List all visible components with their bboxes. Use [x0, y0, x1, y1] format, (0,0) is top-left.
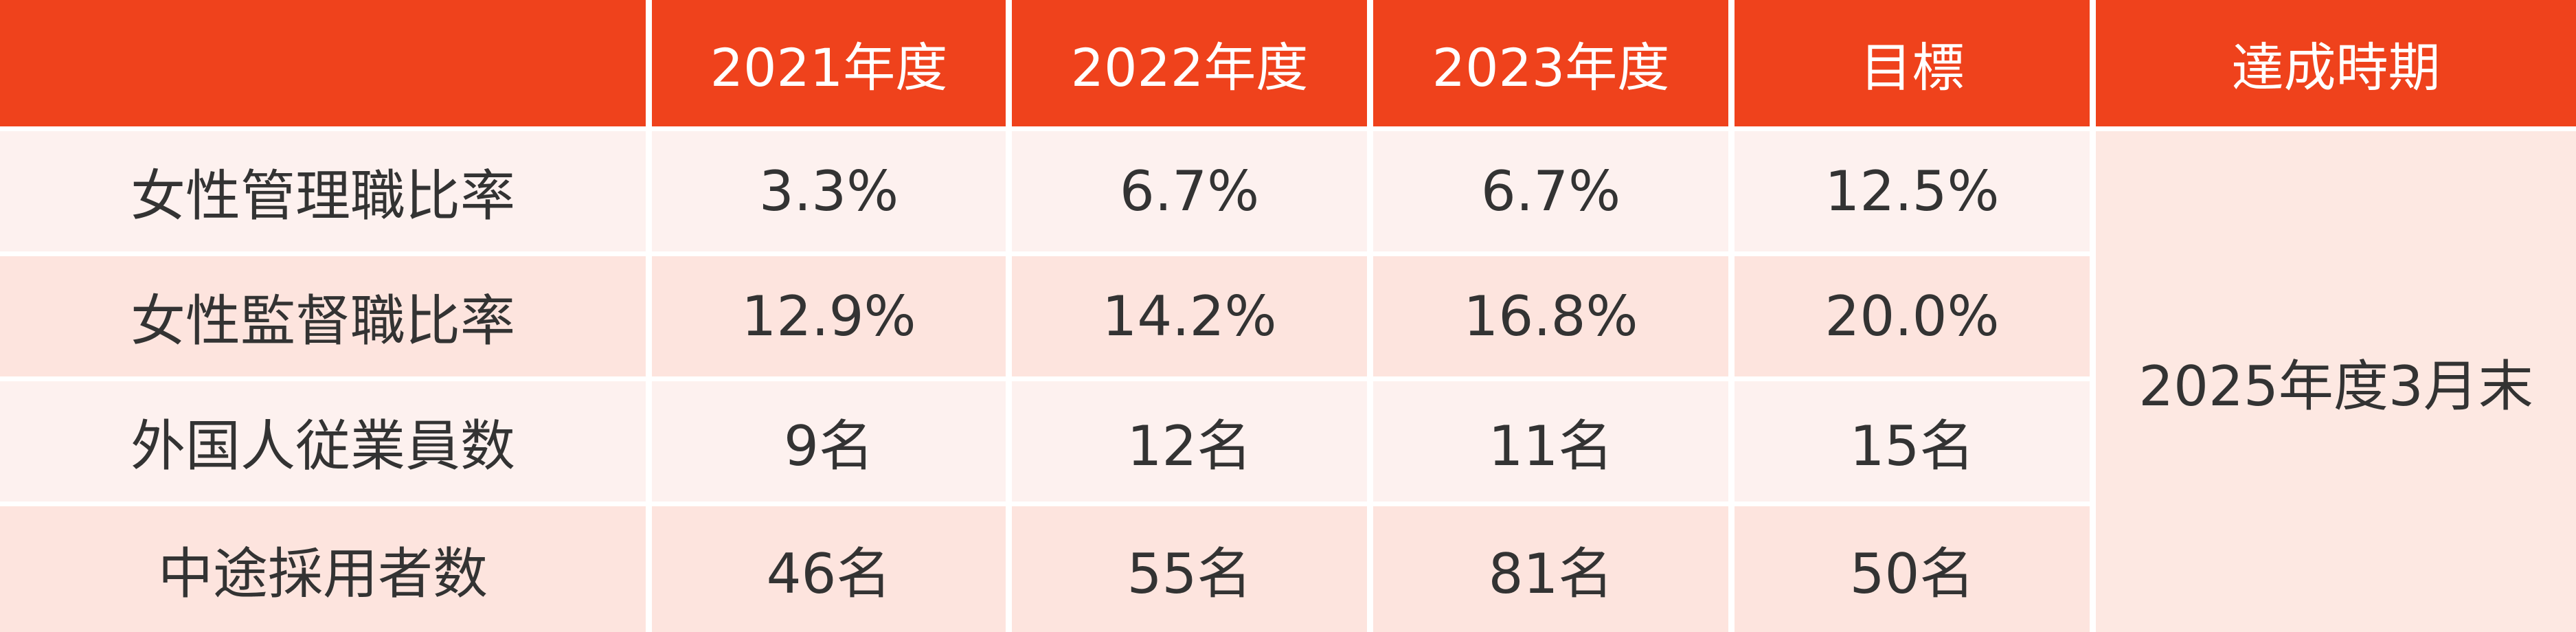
row-label: 女性管理職比率 [0, 131, 646, 251]
value-cell: 9名 [652, 381, 1006, 501]
header-cell: 達成時期 [2096, 0, 2576, 126]
value-cell: 6.7% [1373, 131, 1728, 251]
header-cell: 目標 [1735, 0, 2090, 126]
value-cell: 55名 [1012, 506, 1367, 632]
value-cell: 12.5% [1735, 131, 2090, 251]
row-label: 外国人従業員数 [0, 381, 646, 501]
header-cell: 2021年度 [652, 0, 1006, 126]
header-cell: 2023年度 [1373, 0, 1728, 126]
value-cell: 3.3% [652, 131, 1006, 251]
value-cell: 46名 [652, 506, 1006, 632]
row-label: 中途採用者数 [0, 506, 646, 632]
value-cell: 12名 [1012, 381, 1367, 501]
value-cell: 12.9% [652, 256, 1006, 376]
value-cell: 14.2% [1012, 256, 1367, 376]
value-cell: 16.8% [1373, 256, 1728, 376]
row-label: 女性監督職比率 [0, 256, 646, 376]
value-cell: 6.7% [1012, 131, 1367, 251]
value-cell: 81名 [1373, 506, 1728, 632]
period-cell: 2025年度3月末 [2096, 131, 2576, 632]
value-cell: 20.0% [1735, 256, 2090, 376]
value-cell: 11名 [1373, 381, 1728, 501]
header-corner [0, 0, 646, 126]
header-cell: 2022年度 [1012, 0, 1367, 126]
value-cell: 50名 [1735, 506, 2090, 632]
value-cell: 15名 [1735, 381, 2090, 501]
